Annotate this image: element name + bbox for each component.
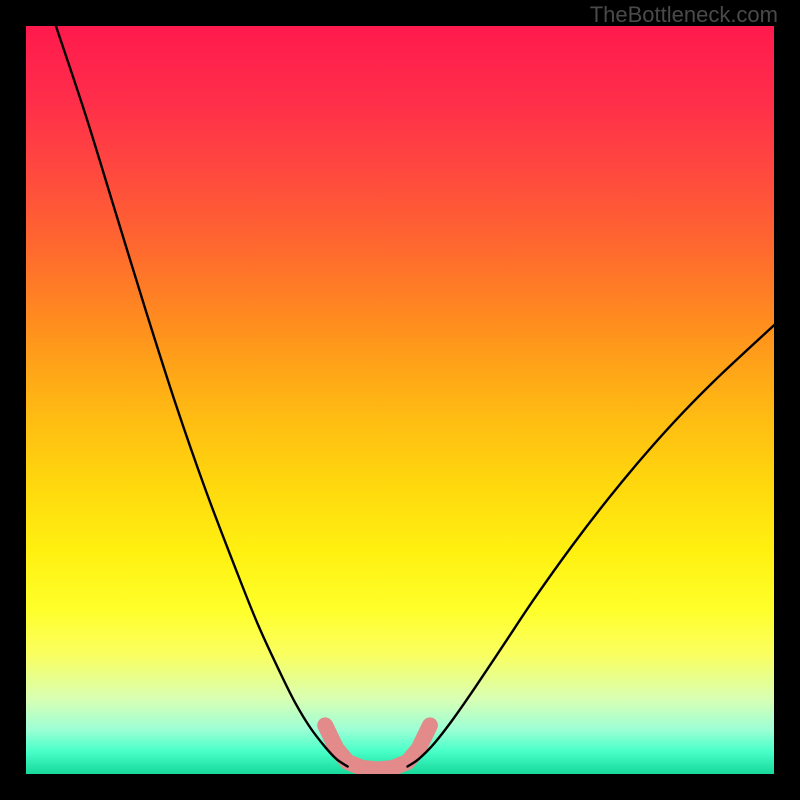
watermark-text: TheBottleneck.com (590, 2, 778, 28)
bottleneck-plot (26, 26, 774, 774)
chart-stage: TheBottleneck.com (0, 0, 800, 800)
plot-background (26, 26, 774, 774)
